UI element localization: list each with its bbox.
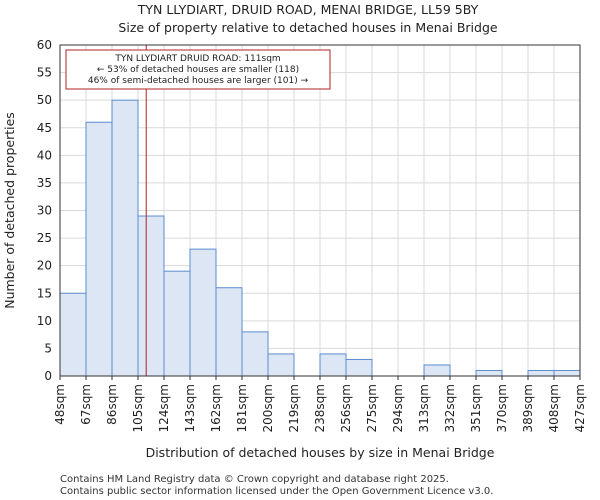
annotation-box: TYN LLYDIART DRUID ROAD: 111sqm ← 53% of… [65,49,331,90]
annotation-line-3: 46% of semi-detached houses are larger (… [88,76,309,86]
x-tick-label: 162sqm [209,384,223,432]
x-axis-ticks: 48sqm 67sqm 86sqm 105sqm 124sqm 143sqm 162sqm 1… [53,376,587,432]
bar-67sqm [85,121,113,377]
y-axis-ticks: 0 5 10 15 20 25 30 35 40 45 50 55 60 [37,38,52,383]
bar-48sqm [59,292,87,377]
bar-200sqm [267,353,295,377]
x-axis-label: Distribution of detached houses by size … [146,445,495,460]
y-tick-label: 35 [37,176,52,190]
x-tick-label: 67sqm [79,384,93,425]
y-tick-label: 50 [37,93,52,107]
y-tick-label: 10 [37,314,52,328]
chart-title: TYN LLYDIART, DRUID ROAD, MENAI BRIDGE, … [137,2,479,17]
annotation-line-2: ← 53% of detached houses are smaller (11… [97,65,299,75]
x-tick-label: 86sqm [105,384,119,425]
y-tick-label: 30 [37,204,52,218]
bar-162sqm [215,287,243,377]
x-tick-label: 238sqm [313,384,327,432]
x-tick-label: 427sqm [573,384,587,432]
x-tick-label: 294sqm [391,384,405,432]
bar-143sqm [189,248,217,377]
bars [59,99,581,377]
x-tick-label: 256sqm [339,384,353,432]
y-tick-label: 20 [37,259,52,273]
y-tick-label: 40 [37,148,52,162]
x-tick-label: 351sqm [469,384,483,432]
x-tick-label: 313sqm [417,384,431,432]
x-tick-label: 143sqm [183,384,197,432]
bar-105sqm [137,215,165,377]
bar-86sqm [111,99,139,377]
annotation-line-1: TYN LLYDIART DRUID ROAD: 111sqm [114,54,280,64]
y-axis-label: Number of detached properties [2,112,17,309]
x-tick-label: 105sqm [131,384,145,432]
x-tick-label: 181sqm [235,384,249,432]
x-tick-label: 219sqm [287,384,301,432]
y-tick-label: 60 [37,38,52,52]
y-tick-label: 5 [44,341,52,355]
plot-frame [59,44,581,377]
bar-313sqm [423,364,451,377]
bar-408sqm [553,369,581,377]
y-tick-label: 0 [44,369,52,383]
bar-238sqm [319,353,347,377]
bar-256sqm [345,358,373,377]
y-tick-label: 45 [37,121,52,135]
bar-389sqm [527,369,555,377]
x-tick-label: 370sqm [495,384,509,432]
footer-line-1: Contains HM Land Registry data © Crown c… [60,474,449,485]
x-tick-label: 408sqm [547,384,561,432]
x-tick-label: 389sqm [521,384,535,432]
footer-line-2: Contains public sector information licen… [60,486,493,497]
bar-124sqm [163,270,191,377]
y-tick-label: 55 [37,66,52,80]
x-tick-label: 332sqm [443,384,457,432]
y-tick-label: 15 [37,286,52,300]
x-tick-label: 275sqm [365,384,379,432]
bar-351sqm [475,369,503,377]
y-tick-label: 25 [37,231,52,245]
x-tick-label: 200sqm [261,384,275,432]
chart-subtitle: Size of property relative to detached ho… [118,20,497,35]
x-tick-label: 48sqm [53,384,67,425]
bar-181sqm [241,331,269,377]
x-tick-label: 124sqm [157,384,171,432]
annotation-border [65,49,331,90]
